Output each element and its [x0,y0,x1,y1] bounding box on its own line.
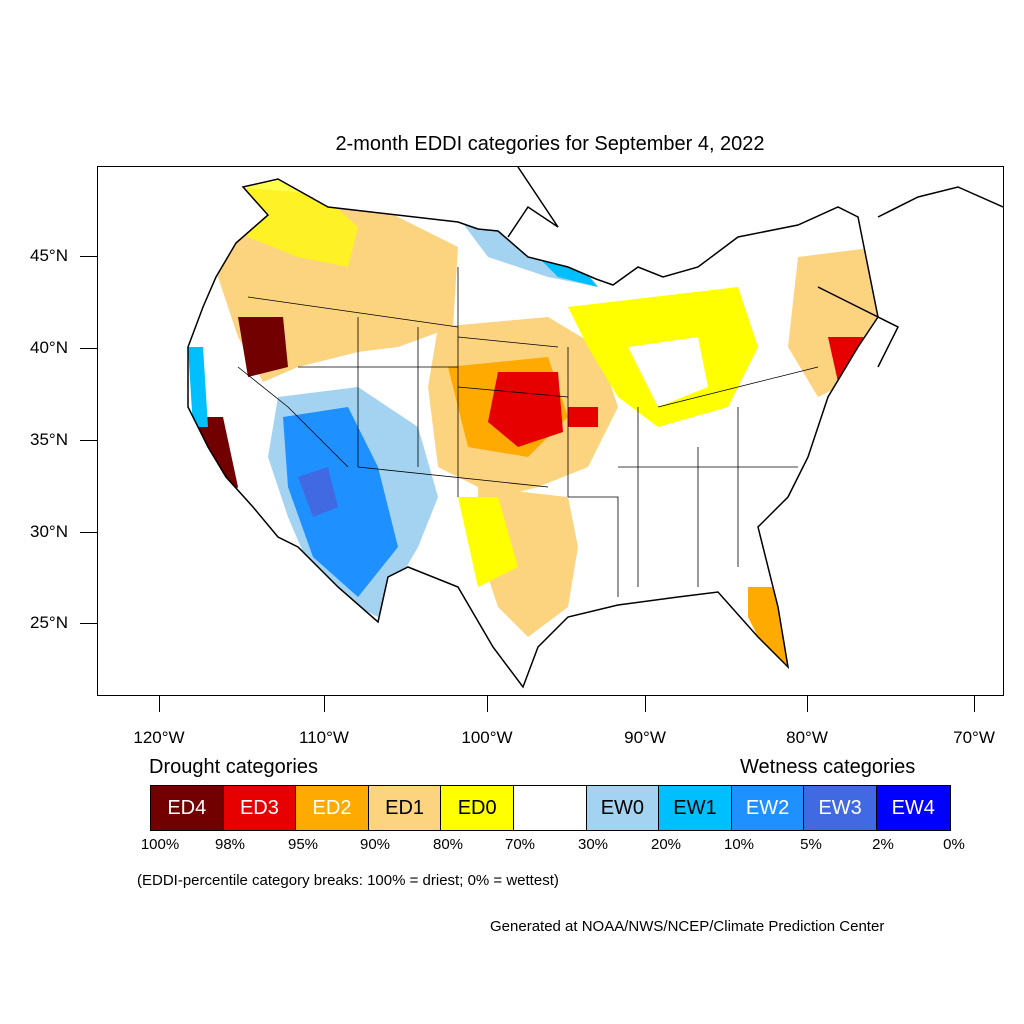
lon-tick [807,696,808,712]
legend-cell-ed2: ED2 [296,786,369,830]
lon-label-70: 70°W [953,728,995,747]
lat-tick [80,256,97,257]
lat-label-25: 25°N [30,613,68,632]
legend-cell-ed3: ED3 [223,786,297,830]
legend-cell-ew1: EW1 [659,786,732,830]
drought-heading: Drought categories [149,756,318,778]
lat-label-40: 40°N [30,338,68,357]
lon-tick [645,696,646,712]
break-label: 10% [723,836,755,853]
category-note: (EDDI-percentile category breaks: 100% =… [137,872,559,889]
legend-cell-ed1: ED1 [368,786,442,830]
lon-label-100: 100°W [461,728,513,747]
break-label: 20% [650,836,682,853]
credit-line: Generated at NOAA/NWS/NCEP/Climate Predi… [490,918,885,935]
state-borders [237,267,819,597]
break-label: 30% [577,836,609,853]
legend-cell-ew2: EW2 [731,786,805,830]
legend-cell-ew3: EW3 [804,786,877,830]
legend-colorbar: ED4 ED3 ED2 ED1 ED0 EW0 EW1 EW2 EW3 EW4 [150,785,951,831]
lat-label-30: 30°N [30,522,68,541]
lon-tick [324,696,325,712]
lat-tick [80,348,97,349]
legend-cell-ew0: EW0 [586,786,660,830]
break-label: 5% [800,836,822,853]
lat-tick [80,623,97,624]
lon-tick [487,696,488,712]
legend-cell-ed4: ED4 [151,786,224,830]
lon-tick [159,696,160,712]
lon-label-120: 120°W [133,728,185,747]
legend-cell-normal [513,786,587,830]
break-label: 70% [504,836,536,853]
map-panel [97,166,1004,696]
break-label: 100% [140,836,180,853]
lon-label-90: 90°W [624,728,666,747]
lat-tick [80,440,97,441]
break-label: 90% [359,836,391,853]
lon-label-110: 110°W [299,728,349,747]
break-label: 2% [872,836,894,853]
lat-label-35: 35°N [30,430,68,449]
lat-tick [80,532,97,533]
break-label: 0% [943,836,965,853]
country-outline [187,167,1003,689]
lon-tick [974,696,975,712]
wetness-heading: Wetness categories [740,756,916,778]
eddi-map [187,167,1003,689]
category-fill [188,179,878,687]
legend-cell-ed0: ED0 [441,786,514,830]
lon-label-80: 80°W [786,728,828,747]
break-label: 98% [214,836,246,853]
break-label: 95% [287,836,319,853]
legend-cell-ew4: EW4 [876,786,950,830]
lat-label-45: 45°N [30,246,68,265]
break-label: 80% [432,836,464,853]
map-title: 2-month EDDI categories for September 4,… [335,133,765,155]
